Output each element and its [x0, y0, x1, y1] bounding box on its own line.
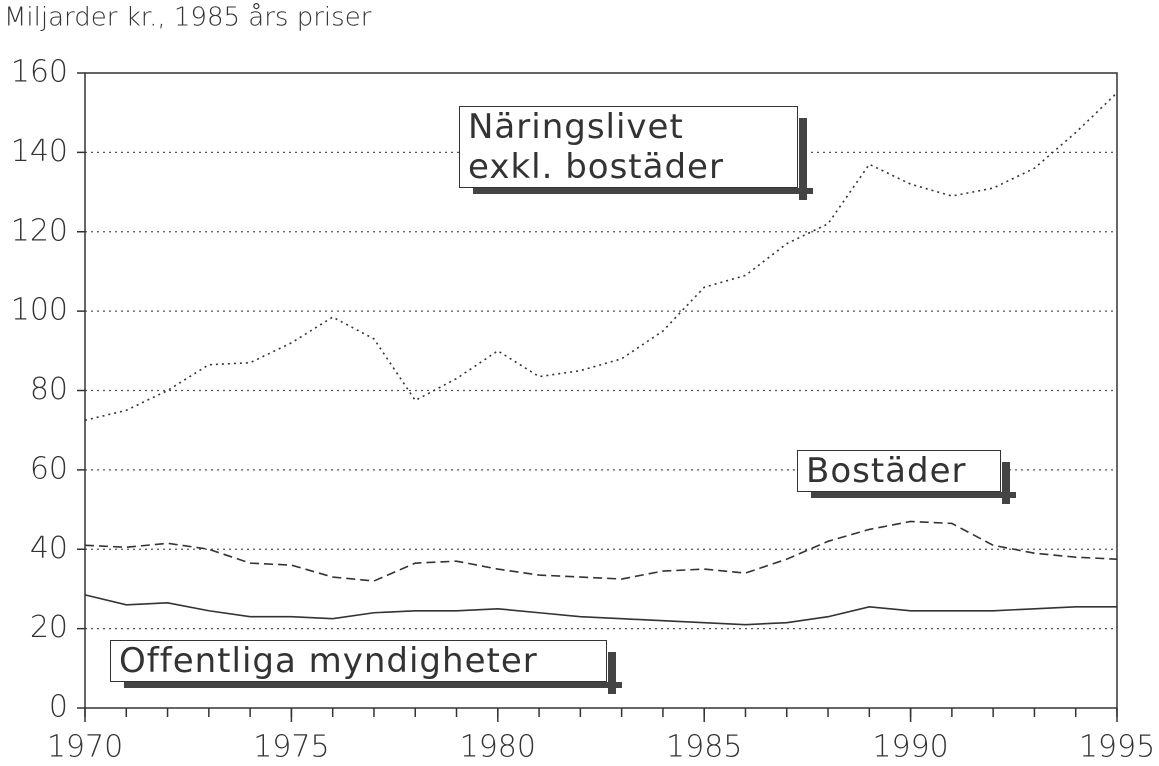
- plot-frame: [84, 72, 1118, 709]
- x-tick-label: 1995: [1079, 730, 1155, 765]
- y-tick-label: 60: [30, 451, 68, 486]
- y-tick-label: 140: [11, 134, 68, 169]
- y-tick-label: 100: [11, 293, 68, 328]
- series-label: Näringslivet exkl. bostäder: [459, 106, 798, 188]
- y-tick-label: 0: [49, 690, 68, 725]
- label-shadow: [799, 118, 807, 200]
- label-shadow: [811, 492, 1016, 498]
- series-line: [84, 92, 1118, 422]
- label-shadow: [608, 652, 616, 694]
- x-tick-label: 1970: [47, 730, 123, 765]
- x-tick-label: 1985: [666, 730, 742, 765]
- y-tick-label: 40: [30, 531, 68, 566]
- chart-title: Miljarder kr., 1985 års priser: [4, 2, 372, 33]
- series-label: Offentliga myndigheter: [110, 640, 607, 682]
- label-shadow: [473, 188, 813, 194]
- y-tick-label: 80: [30, 372, 68, 407]
- y-tick-label: 120: [11, 213, 68, 248]
- x-tick-label: 1980: [460, 730, 536, 765]
- x-tick-label: 1990: [872, 730, 948, 765]
- y-tick-label: 160: [11, 55, 68, 90]
- label-shadow: [124, 682, 622, 688]
- label-shadow: [1002, 462, 1010, 504]
- y-tick-label: 20: [30, 610, 68, 645]
- series-line: [84, 594, 1117, 626]
- series-line: [84, 520, 1118, 582]
- series-label: Bostäder: [797, 450, 1001, 492]
- x-tick-label: 1975: [253, 730, 329, 765]
